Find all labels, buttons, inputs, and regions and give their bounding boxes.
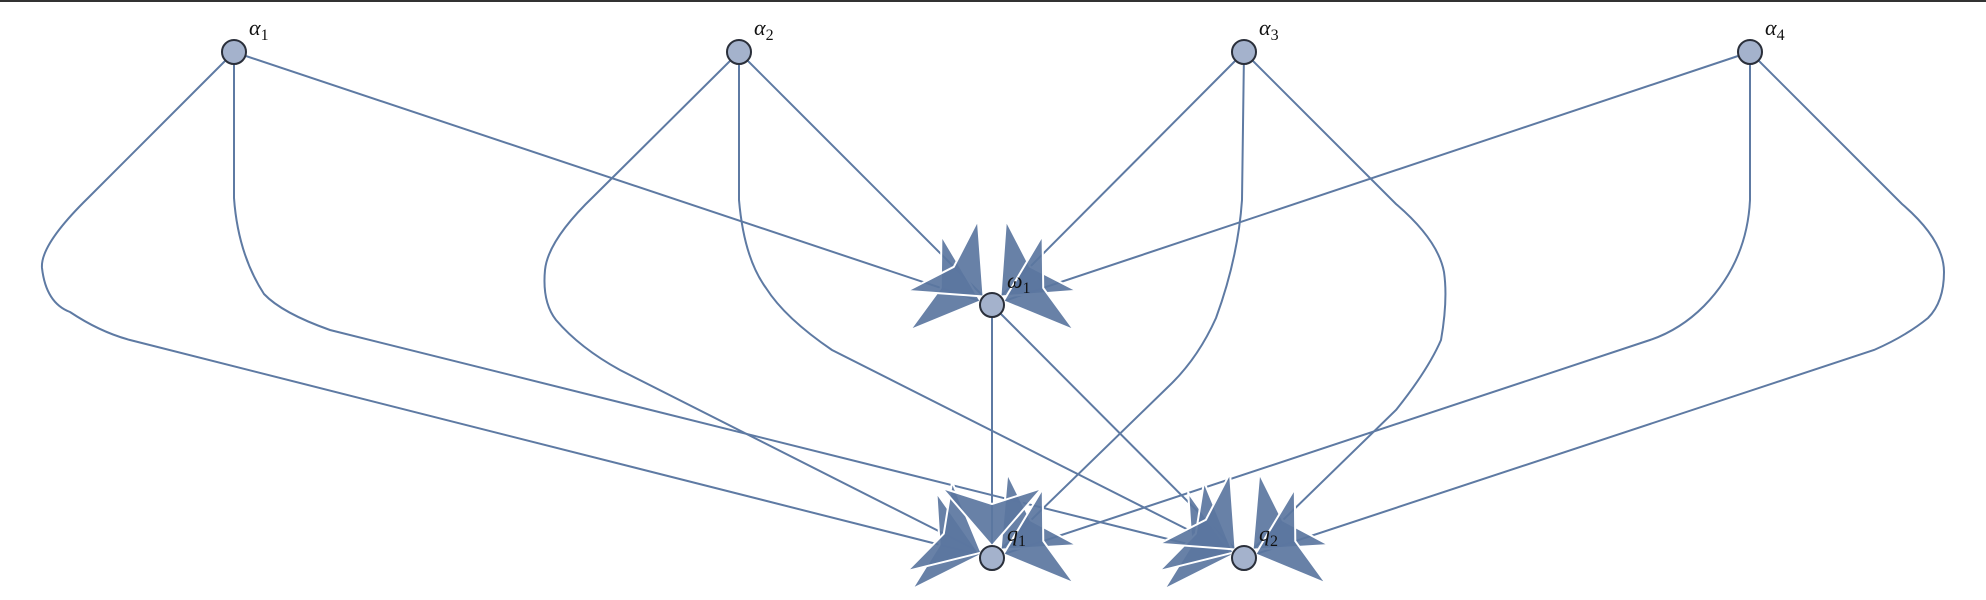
node-symbol-a4: α [1765, 15, 1777, 40]
edge-a2-q1 [543, 51, 993, 559]
node-layer [221, 39, 1763, 571]
arrowhead-a2-w1 [906, 219, 985, 298]
node-a3 [1231, 39, 1257, 65]
node-subscript-a4: 4 [1777, 27, 1785, 44]
node-symbol-q2: q [1259, 521, 1270, 546]
node-symbol-a2: α [754, 15, 766, 40]
node-q2 [1231, 545, 1257, 571]
edge-layer [40, 51, 1946, 559]
edge-a3-q2 [1243, 51, 1447, 559]
node-subscript-a2: 2 [766, 27, 774, 44]
arrowhead-a4-q1 [1002, 487, 1076, 585]
node-subscript-w1: 1 [1023, 280, 1031, 297]
node-a1 [221, 39, 247, 65]
node-symbol-a3: α [1259, 15, 1271, 40]
node-label-a1: α1 [249, 15, 269, 44]
top-border [0, 0, 1986, 2]
node-a4 [1737, 39, 1763, 65]
edge-a4-q1 [991, 52, 1751, 559]
arrowhead-w1-q1 [941, 487, 1043, 547]
arrowhead-layer [905, 219, 1331, 591]
node-label-w1: ω1 [1007, 268, 1031, 297]
node-subscript-a1: 1 [261, 27, 269, 44]
node-subscript-a3: 3 [1271, 27, 1279, 44]
arrowhead-w1-q2 [1158, 472, 1237, 551]
node-symbol-w1: ω [1007, 268, 1023, 293]
node-label-a3: α3 [1259, 15, 1279, 44]
edge-a3-q1 [991, 51, 1245, 559]
arrowhead-a4-w1 [1002, 234, 1076, 332]
node-label-q2: q2 [1259, 521, 1278, 550]
node-w1 [979, 292, 1005, 318]
node-symbol-a1: α [249, 15, 261, 40]
edge-a1-q1 [40, 51, 993, 559]
node-a2 [726, 39, 752, 65]
node-label-a4: α4 [1765, 15, 1785, 44]
edge-a4-q2 [1243, 51, 1946, 559]
node-subscript-q1: 1 [1018, 533, 1026, 550]
node-symbol-q1: q [1007, 521, 1018, 546]
arrowhead-a4-q2 [1254, 487, 1328, 585]
node-label-q1: q1 [1007, 521, 1026, 550]
edge-a1-q2 [233, 52, 1245, 559]
node-subscript-q2: 2 [1270, 533, 1278, 550]
edge-a2-q2 [738, 52, 1245, 559]
node-q1 [979, 545, 1005, 571]
node-label-a2: α2 [754, 15, 774, 44]
